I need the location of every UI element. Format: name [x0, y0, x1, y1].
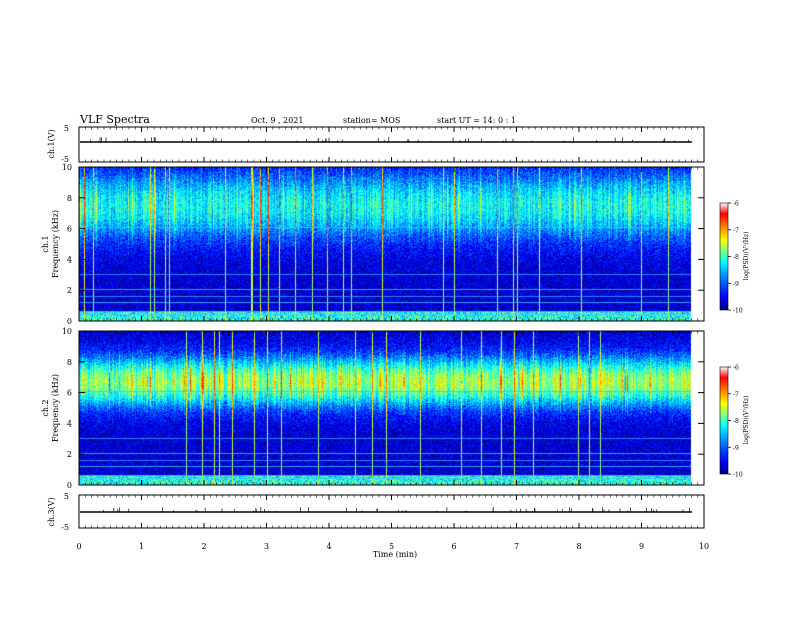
- x-tick-label: 8: [576, 542, 581, 551]
- ch1-colorbar-label: log(PSD)(V²/Hz): [743, 232, 750, 281]
- x-axis-label: Time (min): [373, 550, 417, 559]
- y-tick-label: 6: [67, 389, 72, 398]
- y-tick-label: 10: [62, 327, 72, 336]
- x-tick-label: 4: [326, 542, 331, 551]
- x-tick-label: 2: [201, 542, 206, 551]
- x-tick-label: 0: [76, 542, 81, 551]
- colorbar-tick-label: -7: [733, 391, 739, 398]
- colorbar-tick-label: -8: [733, 254, 739, 261]
- y-tick-label: 4: [67, 419, 72, 428]
- colorbar-tick-label: -7: [733, 227, 739, 234]
- x-tick-label: 7: [514, 542, 519, 551]
- ch1-spec-ylabel-top: ch.1: [41, 235, 50, 252]
- ch1-voltage-ylabel: ch.1(V): [47, 129, 56, 158]
- ch3-voltage-ylabel: ch.3(V): [47, 497, 56, 526]
- y-tick-label: 0: [67, 317, 72, 326]
- ch3-voltage-panel: 5 -5 ch.3(V): [47, 492, 705, 532]
- colorbar-tick-label: -10: [733, 308, 743, 315]
- colorbar-tick-label: -10: [733, 472, 743, 479]
- colorbar-tick-label: -6: [733, 365, 739, 372]
- start-ut-label: start UT = 14: 0 : 1: [437, 116, 516, 125]
- x-tick-label: 6: [451, 542, 456, 551]
- x-tick-label: 10: [699, 542, 709, 551]
- figure-title: VLF Spectra: [79, 113, 150, 126]
- y-tick-label: 2: [67, 286, 72, 295]
- ch3-ytick-top: 5: [64, 492, 69, 501]
- ch2-colorbar-label: log(PSD)(V²/Hz): [743, 396, 750, 445]
- ch1-spectrogram-panel: 0 2 4 6 8 10 ch.1 Frequency (kHz) -6 -7 -8 -9 -10…: [41, 163, 750, 326]
- ch1-colorbar: [719, 202, 729, 311]
- colorbar-tick-label: -6: [733, 201, 739, 208]
- y-tick-label: 8: [67, 194, 72, 203]
- x-tick-label: 9: [639, 542, 644, 551]
- ch2-colorbar: [719, 366, 729, 475]
- y-tick-label: 10: [62, 163, 72, 172]
- x-axis: 0 1 2 3 4 5 6 7 8 9 10: [76, 523, 709, 551]
- ch2-spec-ylabel-top: ch.2: [41, 399, 50, 416]
- date-label: Oct. 9 , 2021: [251, 116, 303, 125]
- y-tick-label: 8: [67, 358, 72, 367]
- y-tick-label: 0: [67, 481, 72, 490]
- y-tick-label: 6: [67, 225, 72, 234]
- ch1-ytick-top: 5: [64, 124, 69, 133]
- ch3-ytick-bottom: -5: [61, 523, 69, 532]
- station-label: station= MOS: [343, 116, 400, 125]
- colorbar-tick-label: -9: [733, 445, 739, 452]
- ch2-spec-ylabel: Frequency (kHz): [51, 374, 60, 442]
- ch1-ytick-bottom: -5: [61, 155, 69, 164]
- y-tick-label: 4: [67, 255, 72, 264]
- colorbar-tick-label: -9: [733, 281, 739, 288]
- x-tick-label: 5: [389, 542, 394, 551]
- y-tick-label: 2: [67, 450, 72, 459]
- ch1-voltage-panel: 5 -5 ch.1(V): [47, 124, 705, 164]
- x-tick-label: 3: [264, 542, 269, 551]
- x-tick-label: 1: [139, 542, 144, 551]
- colorbar-tick-label: -8: [733, 418, 739, 425]
- ch1-spec-ylabel: Frequency (kHz): [51, 210, 60, 278]
- ch2-spectrogram-panel: 0 2 4 6 8 10 ch.2 Frequency (kHz) -6 -7 -8 -9 -10…: [41, 327, 750, 490]
